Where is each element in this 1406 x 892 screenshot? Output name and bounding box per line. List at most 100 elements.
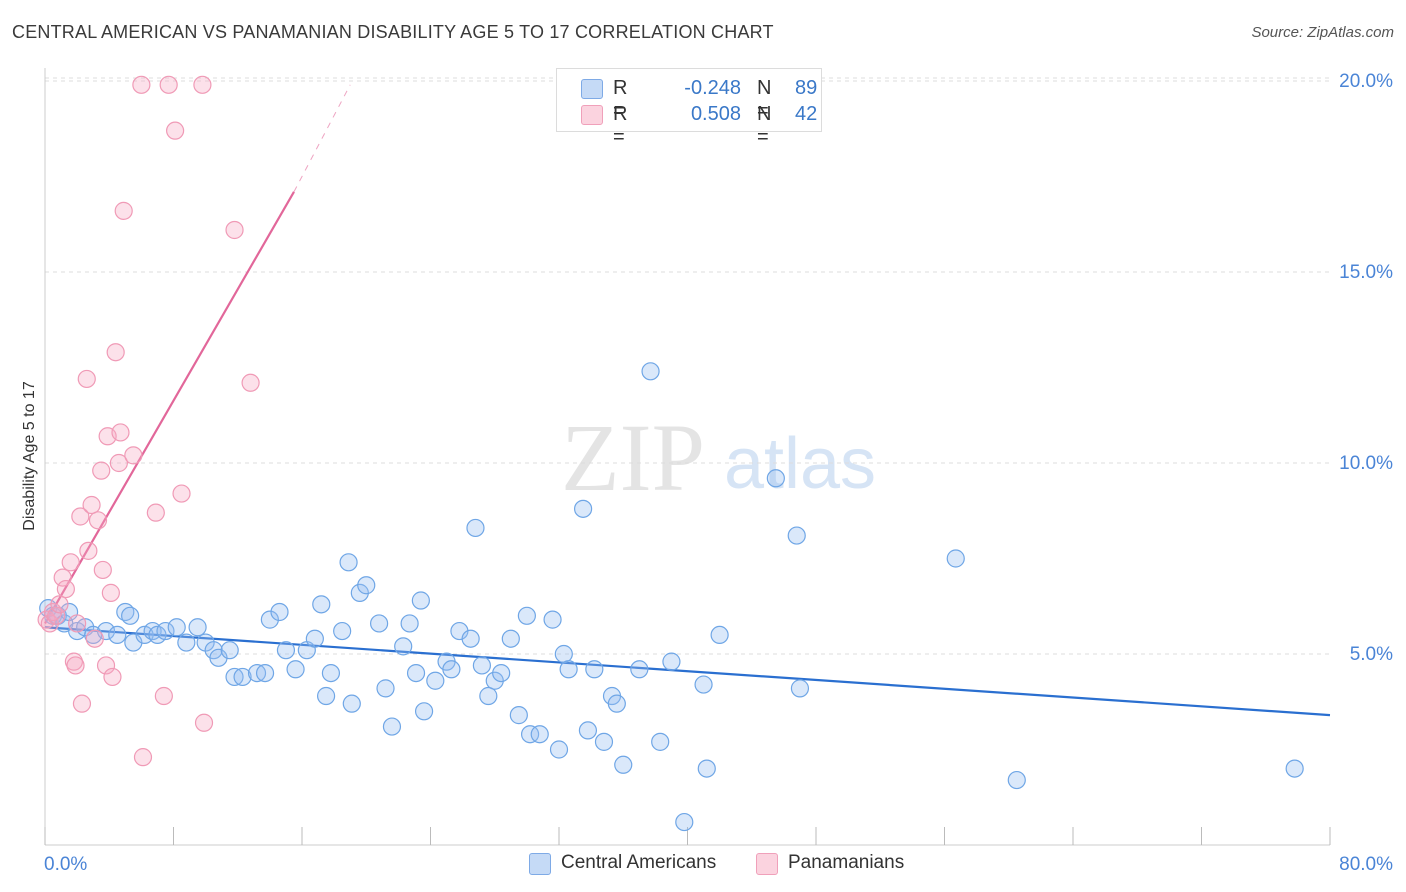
point-panamanians	[61, 553, 80, 572]
point-panamanians	[172, 484, 191, 503]
point-panamanians	[72, 694, 92, 713]
point-central-americans	[946, 549, 965, 568]
legend-swatch-blue	[581, 79, 603, 99]
y-axis-label: Disability Age 5 to 17	[21, 381, 38, 531]
point-central-americans	[694, 675, 713, 694]
point-panamanians	[56, 579, 75, 599]
watermark-atlas: atlas	[724, 424, 876, 504]
point-central-americans	[414, 702, 434, 721]
legend-r-label: R =	[613, 103, 628, 148]
point-central-americans	[400, 614, 419, 633]
point-central-americans	[501, 629, 520, 648]
watermark-zip: ZIP	[561, 404, 705, 511]
series-label: Central Americans	[561, 852, 717, 873]
point-central-americans	[662, 652, 681, 671]
point-central-americans	[188, 618, 207, 637]
point-central-americans	[316, 686, 336, 706]
point-central-americans	[370, 614, 389, 633]
point-panamanians	[101, 583, 120, 602]
point-central-americans	[466, 518, 485, 538]
point-panamanians	[50, 595, 69, 614]
point-panamanians	[111, 423, 130, 442]
point-central-americans	[710, 625, 729, 645]
point-central-americans	[543, 610, 562, 629]
point-central-americans	[270, 602, 289, 622]
point-central-americans	[578, 721, 598, 740]
point-central-americans	[1007, 770, 1026, 790]
series-swatch-pink	[756, 853, 778, 875]
axes	[44, 68, 1331, 846]
trendline-panamanians	[44, 191, 295, 624]
point-central-americans	[156, 621, 175, 641]
point-central-americans	[382, 717, 402, 736]
point-central-americans	[350, 583, 369, 602]
point-central-americans	[559, 660, 578, 679]
point-panamanians	[40, 614, 59, 633]
point-central-americans	[651, 732, 670, 751]
chart-title: CENTRAL AMERICAN VS PANAMANIAN DISABILIT…	[12, 22, 774, 42]
point-central-americans	[376, 679, 395, 698]
point-panamanians	[154, 686, 173, 706]
legend-n-label: N =	[757, 103, 772, 148]
point-panamanians	[79, 541, 98, 560]
point-central-americans	[233, 667, 252, 687]
data-points	[37, 75, 1304, 832]
watermark: ZIP atlas	[561, 404, 876, 511]
point-central-americans	[426, 671, 445, 690]
point-central-americans	[766, 469, 785, 488]
trendline-panamanians-extension	[293, 84, 351, 193]
point-panamanians	[93, 560, 112, 580]
point-panamanians	[106, 343, 125, 362]
point-panamanians	[146, 503, 165, 522]
point-central-americans	[177, 633, 196, 652]
point-central-americans	[312, 595, 331, 614]
point-central-americans	[492, 663, 511, 683]
point-central-americans	[585, 660, 604, 679]
point-central-americans	[333, 621, 352, 641]
point-central-americans	[472, 656, 491, 675]
point-central-americans	[479, 686, 498, 706]
y-tick-label: 5.0%	[1350, 644, 1393, 665]
legend-n-label: N =	[757, 77, 772, 122]
point-panamanians	[47, 606, 66, 625]
point-panamanians	[241, 373, 260, 392]
point-central-americans	[549, 740, 569, 759]
point-panamanians	[114, 201, 133, 220]
x-tick-label: 80.0%	[1339, 854, 1393, 875]
point-central-americans	[442, 660, 461, 679]
point-central-americans	[394, 637, 413, 656]
legend-n-value: 42	[795, 103, 818, 125]
point-central-americans	[411, 591, 430, 610]
point-central-americans	[517, 606, 536, 625]
point-panamanians	[88, 511, 108, 530]
x-tick-label: 0.0%	[44, 854, 87, 875]
point-panamanians	[71, 507, 90, 526]
y-tick-label: 20.0%	[1339, 71, 1393, 92]
point-central-americans	[220, 641, 239, 660]
point-central-americans	[614, 755, 633, 774]
point-panamanians	[193, 75, 212, 94]
point-central-americans	[286, 660, 305, 679]
point-panamanians	[96, 656, 116, 675]
point-panamanians	[66, 656, 85, 675]
point-panamanians	[194, 713, 214, 732]
point-central-americans	[554, 644, 573, 664]
point-panamanians	[77, 369, 96, 389]
legend-swatch-pink	[581, 105, 603, 125]
point-central-americans	[357, 576, 376, 595]
gridlines	[45, 77, 1330, 655]
legend-r-label: R =	[613, 77, 628, 122]
point-central-americans	[573, 499, 593, 518]
point-panamanians	[124, 446, 143, 465]
point-central-americans	[509, 706, 528, 725]
point-central-americans	[461, 629, 480, 648]
point-central-americans	[530, 725, 549, 744]
point-panamanians	[103, 667, 122, 687]
point-panamanians	[82, 495, 101, 515]
point-panamanians	[225, 220, 244, 240]
point-central-americans	[255, 663, 275, 683]
point-central-americans	[167, 618, 186, 637]
point-central-americans	[121, 606, 140, 625]
y-tick-label: 15.0%	[1339, 262, 1393, 283]
point-panamanians	[166, 121, 185, 140]
